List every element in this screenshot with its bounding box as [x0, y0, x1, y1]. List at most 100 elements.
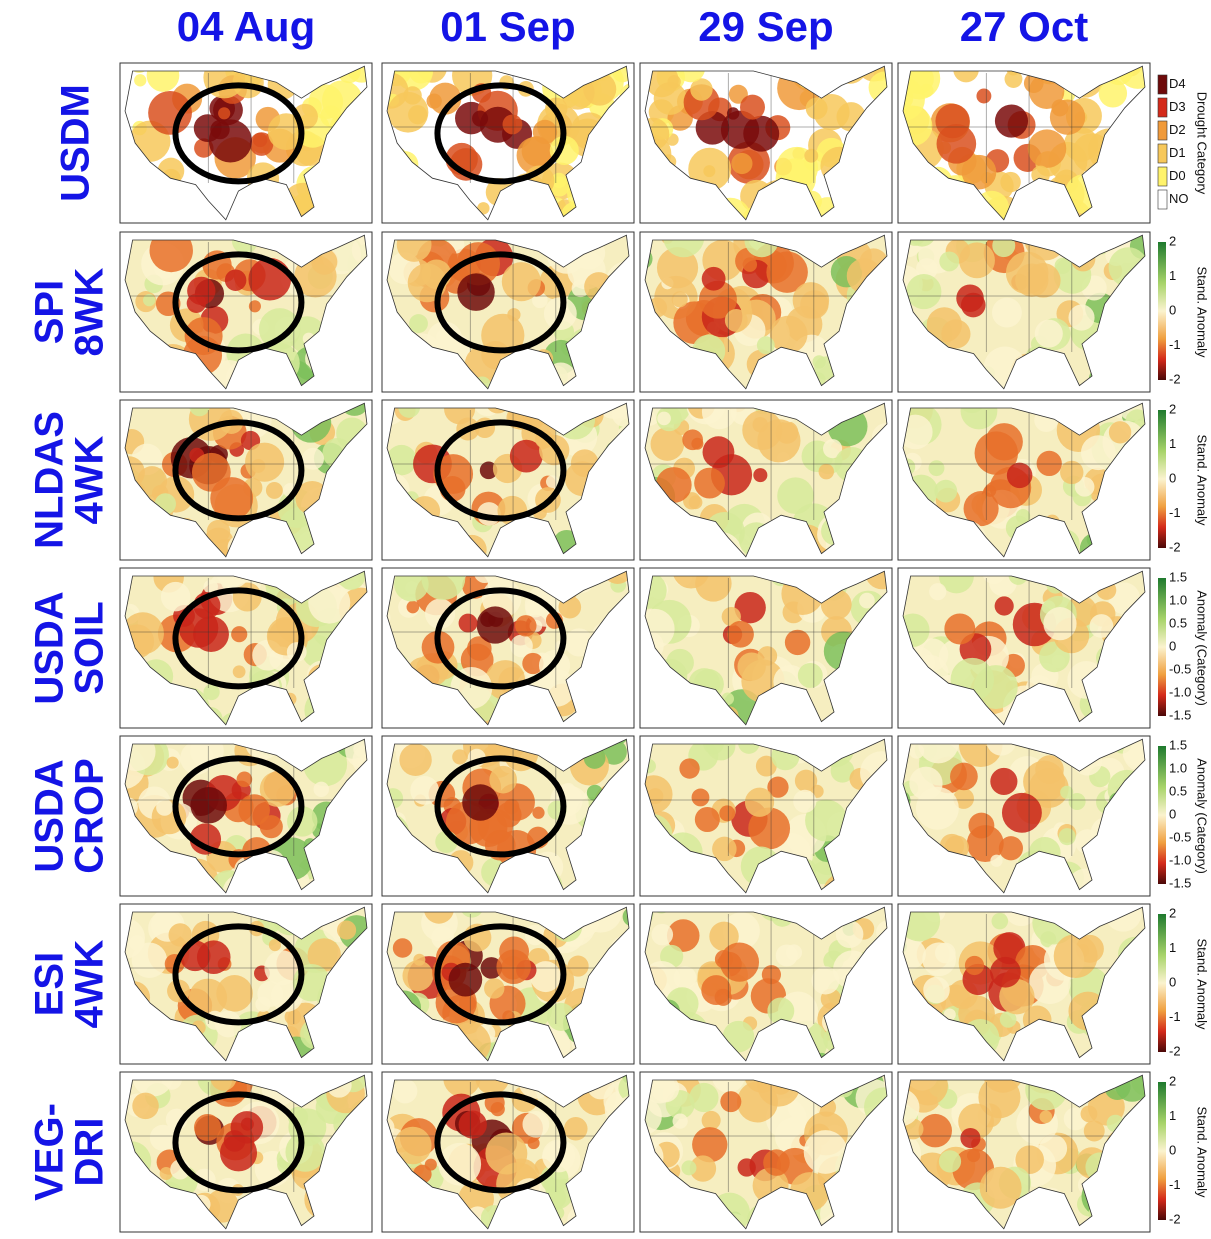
map-blob [719, 805, 736, 822]
legend-tick: -2 [1169, 1211, 1181, 1226]
map-panel [119, 903, 373, 1065]
legend-swatch [1157, 189, 1168, 210]
map-blob [1015, 1145, 1044, 1174]
highlight-ellipse [434, 587, 567, 690]
colorbar [1158, 1082, 1166, 1220]
map-blob [811, 966, 840, 995]
map-blob [472, 110, 489, 127]
map-blob [190, 786, 227, 824]
legend-title: Anomaly (Category) [1195, 758, 1210, 874]
map-blob [755, 755, 777, 777]
map-blob [236, 771, 253, 788]
map-blob [804, 148, 819, 163]
map-blob [963, 490, 999, 527]
map-blob [990, 767, 1018, 796]
map-blob [458, 613, 478, 633]
coastline [644, 65, 888, 221]
map-blob [193, 616, 229, 653]
map-blob [968, 812, 995, 839]
map-blob [701, 403, 737, 430]
map-blob [522, 652, 544, 675]
legend-tick: D1 [1169, 145, 1186, 160]
legend-tick: 1.5 [1169, 737, 1187, 752]
map-panel [639, 903, 893, 1065]
map-blob [805, 799, 848, 842]
map-blob [238, 794, 270, 826]
map-blob [125, 917, 145, 959]
map-blob [797, 662, 823, 688]
map-panel [639, 399, 893, 561]
map-blob [793, 789, 817, 813]
map-blob [721, 606, 741, 627]
map-blob [823, 439, 843, 459]
map-blob [792, 282, 830, 319]
map-blob [424, 598, 456, 629]
map-blob [915, 786, 959, 830]
map-blob [691, 788, 710, 807]
legend-title: Stand. Anomaly [1195, 938, 1210, 1030]
highlight-ellipse [172, 923, 305, 1026]
map-blob [994, 104, 1029, 138]
map-blob [941, 319, 971, 349]
map-blob [868, 71, 887, 104]
map-blob [479, 106, 516, 143]
map-blob [991, 297, 1022, 328]
map-blob [719, 942, 760, 982]
map-blob [458, 1110, 487, 1139]
map-blob [448, 962, 483, 997]
map-panel [897, 903, 1151, 1065]
map-blob [134, 74, 147, 87]
legend-tick: 2 [1169, 233, 1176, 248]
map-blob [688, 495, 703, 510]
map-blob [489, 765, 517, 794]
map-blob [701, 266, 726, 291]
row-label: SPI [28, 280, 72, 344]
map-blob [753, 468, 768, 483]
map-blob [1027, 129, 1067, 168]
map-blob [903, 1088, 920, 1127]
map-blob [681, 1160, 697, 1176]
map-blob [934, 479, 958, 503]
map-blob [248, 257, 292, 301]
map-blob [479, 461, 498, 480]
map-panel [381, 62, 635, 224]
map-blob [168, 923, 192, 947]
map-panel [639, 567, 893, 729]
map-blob [918, 1113, 952, 1148]
map-blob [1015, 508, 1031, 524]
highlight-ellipse [172, 251, 305, 354]
row-label: CROP [68, 758, 112, 874]
map-blob [1108, 421, 1132, 444]
map-panel [381, 903, 635, 1065]
column-header: 04 Aug [177, 3, 315, 50]
map-blob [252, 132, 268, 148]
map-blob [387, 91, 429, 133]
map-blob [232, 665, 246, 679]
map-blob [748, 807, 791, 850]
map-blob [645, 66, 679, 98]
map-blob [476, 606, 514, 644]
legend-tick: 2 [1169, 905, 1176, 920]
map-blob [449, 148, 483, 181]
map-blob [785, 944, 803, 961]
map-blob [307, 938, 341, 972]
map-blob [438, 1142, 482, 1186]
map-blob [805, 97, 828, 120]
column-header: 01 Sep [440, 3, 575, 50]
map-blob [694, 467, 725, 499]
row-label: ESI [28, 952, 72, 1016]
map-blob [218, 107, 231, 120]
map-blob [966, 1148, 981, 1163]
row-label: VEG- [28, 1103, 72, 1201]
coastline [902, 65, 1146, 221]
map-panel [381, 567, 635, 729]
highlight-ellipse [172, 755, 305, 858]
map-blob [267, 113, 305, 151]
map-blob [731, 152, 753, 175]
map-blob [387, 444, 417, 476]
map-blob [756, 336, 775, 355]
map-panel [381, 231, 635, 393]
map-blob [999, 978, 1035, 1015]
coastline [386, 738, 630, 894]
map-blob [219, 1134, 258, 1172]
